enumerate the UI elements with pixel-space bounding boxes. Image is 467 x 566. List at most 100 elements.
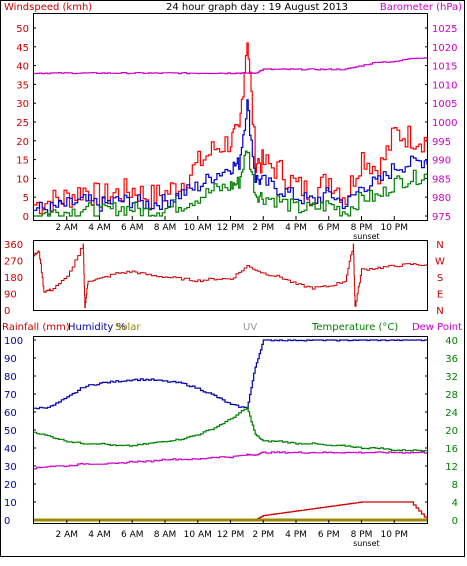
time-tick-label: 8 AM <box>154 223 177 233</box>
wind-gust-line <box>34 42 428 215</box>
time-tick-label: 6 AM <box>121 223 144 233</box>
time-tick-label: 10 PM <box>380 223 408 233</box>
compass-label: W <box>435 257 445 268</box>
barometer-tick-label: 1010 <box>432 80 457 91</box>
temperature-tick-label: 28 <box>445 390 458 401</box>
humidity-tick-label: 10 <box>4 498 17 509</box>
wind-direction-line <box>34 243 428 309</box>
barometer-tick-label: 985 <box>432 174 451 185</box>
barometer-tick-label: 975 <box>432 212 451 223</box>
humidity-tick-label: 0 <box>4 516 10 527</box>
humidity-axis-label: Humidity % <box>68 322 126 333</box>
wind-panel-frame <box>33 13 428 221</box>
sunset-label: sunset <box>353 539 380 548</box>
time-tick-label: 4 AM <box>88 223 111 233</box>
direction-tick-label: 0 <box>4 306 10 317</box>
humidity-tick-label: 80 <box>4 372 17 383</box>
time-tick-label: 8 AM <box>154 530 177 540</box>
barometer-line <box>34 57 428 75</box>
barometer-tick-label: 1020 <box>432 43 457 54</box>
direction-tick-label: 360 <box>4 240 23 251</box>
wind-tick-label: 35 <box>16 80 29 91</box>
dew-point-line <box>34 451 427 470</box>
wind-tick-label: 10 <box>16 174 29 185</box>
humidity-tick-label: 60 <box>4 408 17 419</box>
compass-label: N <box>436 240 443 251</box>
wind-low-line <box>34 150 428 217</box>
humidity-tick-label: 90 <box>4 354 17 365</box>
windspeed-axis-label: Windspeed (kmh) <box>4 2 92 13</box>
temperature-tick-label: 32 <box>445 372 458 383</box>
barometer-tick-label: 995 <box>432 137 451 148</box>
time-tick-label: 6 PM <box>318 530 340 540</box>
compass-label: E <box>437 290 443 301</box>
temperature-line <box>34 406 428 452</box>
humidity-tick-label: 20 <box>4 480 17 491</box>
outer-frame <box>0 0 465 557</box>
climate-panel-frame <box>33 336 428 524</box>
barometer-tick-label: 1005 <box>432 99 457 110</box>
time-tick-label: 2 PM <box>252 530 274 540</box>
time-tick-label: 10 AM <box>184 223 212 233</box>
time-tick-label: 4 PM <box>285 223 307 233</box>
wind-tick-label: 5 <box>23 193 29 204</box>
rainfall-axis-label: Rainfall (mm) <box>2 322 70 333</box>
wind-tick-label: 50 <box>16 24 29 35</box>
wind-tick-label: 40 <box>16 62 29 73</box>
wind-tick-label: 15 <box>16 156 29 167</box>
humidity-tick-label: 30 <box>4 462 17 473</box>
temperature-tick-label: 20 <box>445 426 458 437</box>
wind-tick-label: 30 <box>16 99 29 110</box>
chart-marks: 0510152025303540455097598098599099510001… <box>4 24 458 548</box>
sunset-label: sunset <box>353 232 380 241</box>
humidity-line <box>34 339 428 410</box>
humidity-tick-label: 100 <box>4 336 23 347</box>
barometer-tick-label: 1015 <box>432 62 457 73</box>
temperature-tick-label: 8 <box>452 480 458 491</box>
humidity-tick-label: 70 <box>4 390 17 401</box>
time-tick-label: 2 PM <box>252 223 274 233</box>
humidity-tick-label: 50 <box>4 426 17 437</box>
temperature-tick-label: 16 <box>445 444 458 455</box>
wind-average-line <box>34 99 428 215</box>
temperature-axis-label: Temperature (°C) <box>311 322 398 333</box>
temperature-tick-label: 40 <box>445 336 458 347</box>
temperature-tick-label: 24 <box>445 408 458 419</box>
temperature-tick-label: 36 <box>445 354 458 365</box>
barometer-tick-label: 1025 <box>432 24 457 35</box>
time-tick-label: 10 PM <box>380 530 408 540</box>
wind-tick-label: 0 <box>23 212 29 223</box>
time-tick-label: 10 AM <box>184 530 212 540</box>
barometer-tick-label: 980 <box>432 193 451 204</box>
time-tick-label: 12 PM <box>217 530 245 540</box>
rainfall-line <box>34 501 428 521</box>
temperature-tick-label: 12 <box>445 462 458 473</box>
time-tick-label: 6 PM <box>318 223 340 233</box>
solar-axis-label: Solar <box>115 322 141 333</box>
temperature-tick-label: 0 <box>452 516 458 527</box>
compass-label: S <box>437 273 443 284</box>
compass-label: N <box>436 306 443 317</box>
barometer-axis-label: Barometer (hPa) <box>380 2 462 13</box>
time-tick-label: 4 PM <box>285 530 307 540</box>
time-tick-label: 4 AM <box>88 530 111 540</box>
temperature-tick-label: 4 <box>452 498 458 509</box>
barometer-tick-label: 1000 <box>432 118 457 129</box>
page-title: 24 hour graph day : 19 August 2013 <box>166 2 348 13</box>
time-tick-label: 8 PM <box>351 530 373 540</box>
wind-tick-label: 20 <box>16 137 29 148</box>
direction-tick-label: 90 <box>4 290 17 301</box>
wind-tick-label: 45 <box>16 43 29 54</box>
time-tick-label: 8 PM <box>351 223 373 233</box>
direction-tick-label: 270 <box>4 257 23 268</box>
humidity-tick-label: 40 <box>4 444 17 455</box>
dewpoint-axis-label: Dew Point <box>412 322 462 333</box>
time-tick-label: 2 AM <box>55 530 78 540</box>
time-tick-label: 12 PM <box>217 223 245 233</box>
direction-panel-frame <box>33 240 428 311</box>
uv-axis-label: UV <box>243 322 257 333</box>
barometer-tick-label: 990 <box>432 156 451 167</box>
time-tick-label: 6 AM <box>121 530 144 540</box>
